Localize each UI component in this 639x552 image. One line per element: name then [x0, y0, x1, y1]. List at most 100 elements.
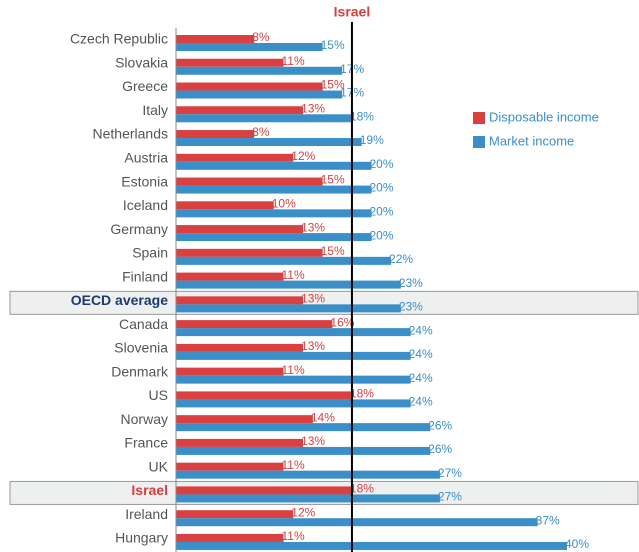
bar — [176, 462, 284, 471]
value-label: 20% — [370, 181, 394, 195]
category-label: Iceland — [123, 197, 168, 213]
bar — [176, 201, 274, 210]
value-label: 11% — [282, 54, 305, 68]
value-label: 26% — [428, 418, 452, 432]
value-label: 20% — [370, 204, 394, 218]
category-label: OECD average — [71, 292, 168, 308]
category-label: UK — [149, 458, 169, 474]
bar — [176, 391, 352, 400]
value-label: 18% — [350, 109, 374, 123]
category-label: Hungary — [115, 530, 168, 546]
category-label: Denmark — [111, 363, 169, 379]
bar — [176, 533, 284, 542]
category-label: France — [124, 435, 168, 451]
bar — [176, 351, 411, 360]
bar — [176, 130, 255, 139]
value-label: 11% — [282, 458, 305, 472]
bar — [176, 328, 411, 337]
value-label: 22% — [389, 252, 413, 266]
bar — [176, 82, 323, 91]
value-label: 15% — [321, 38, 345, 52]
bar — [176, 304, 401, 313]
value-label: 16% — [330, 315, 354, 329]
value-label: 12% — [291, 505, 315, 519]
bar — [176, 518, 538, 527]
value-label: 24% — [409, 371, 433, 385]
bar — [176, 66, 343, 75]
value-label: 27% — [438, 466, 462, 480]
value-label: 24% — [409, 323, 433, 337]
value-label: 13% — [301, 339, 325, 353]
value-label: 13% — [301, 292, 325, 306]
value-label: 24% — [409, 395, 433, 409]
value-label: 37% — [536, 513, 560, 527]
legend-swatch — [473, 112, 485, 124]
bar — [176, 248, 323, 257]
value-label: 14% — [311, 410, 335, 424]
value-label: 13% — [301, 101, 325, 115]
bar — [176, 470, 440, 479]
bar — [176, 153, 294, 162]
value-label: 15% — [321, 173, 345, 187]
bar — [176, 58, 284, 67]
bar — [176, 343, 304, 352]
value-label: 8% — [252, 125, 270, 139]
bar — [176, 177, 323, 186]
bar — [176, 90, 343, 99]
reference-label: Israel — [334, 4, 371, 20]
bar — [176, 114, 352, 123]
category-label: Czech Republic — [70, 31, 168, 47]
bar — [176, 486, 352, 495]
bar — [176, 494, 440, 503]
value-label: 23% — [399, 276, 423, 290]
value-label: 8% — [252, 30, 270, 44]
bar — [176, 296, 304, 305]
category-label: Canada — [119, 316, 168, 332]
value-label: 10% — [272, 196, 296, 210]
bar — [176, 161, 372, 170]
value-label: 13% — [301, 434, 325, 448]
category-label: Estonia — [121, 173, 168, 189]
value-label: 15% — [321, 244, 345, 258]
bar — [176, 138, 362, 147]
value-label: 24% — [409, 347, 433, 361]
bar — [176, 399, 411, 408]
bar — [176, 367, 284, 376]
legend-label: Disposable income — [489, 109, 599, 124]
bar — [176, 106, 304, 115]
category-label: Slovakia — [115, 54, 168, 70]
category-label: Israel — [131, 482, 168, 498]
bar — [176, 209, 372, 218]
bar — [176, 185, 372, 194]
category-label: Norway — [121, 411, 168, 427]
value-label: 18% — [350, 482, 374, 496]
value-label: 15% — [321, 78, 345, 92]
value-label: 27% — [438, 490, 462, 504]
category-label: Netherlands — [93, 126, 169, 142]
value-label: 40% — [565, 537, 589, 551]
bar — [176, 446, 431, 455]
bar — [176, 375, 411, 384]
category-label: Spain — [132, 245, 168, 261]
value-label: 23% — [399, 300, 423, 314]
value-label: 11% — [282, 363, 305, 377]
category-label: Italy — [142, 102, 168, 118]
value-label: 18% — [350, 387, 374, 401]
legend-swatch — [473, 136, 485, 148]
bar — [176, 272, 284, 281]
bar — [176, 320, 333, 329]
category-label: Germany — [110, 221, 168, 237]
category-label: Austria — [124, 150, 168, 166]
bar — [176, 280, 401, 289]
bar — [176, 256, 392, 265]
bar — [176, 233, 372, 242]
category-label: Ireland — [125, 506, 168, 522]
bar — [176, 35, 255, 43]
value-label: 26% — [428, 442, 452, 456]
bar — [176, 423, 431, 432]
bar — [176, 510, 294, 519]
value-label: 13% — [301, 220, 325, 234]
bar — [176, 415, 313, 424]
category-label: Greece — [122, 78, 168, 94]
